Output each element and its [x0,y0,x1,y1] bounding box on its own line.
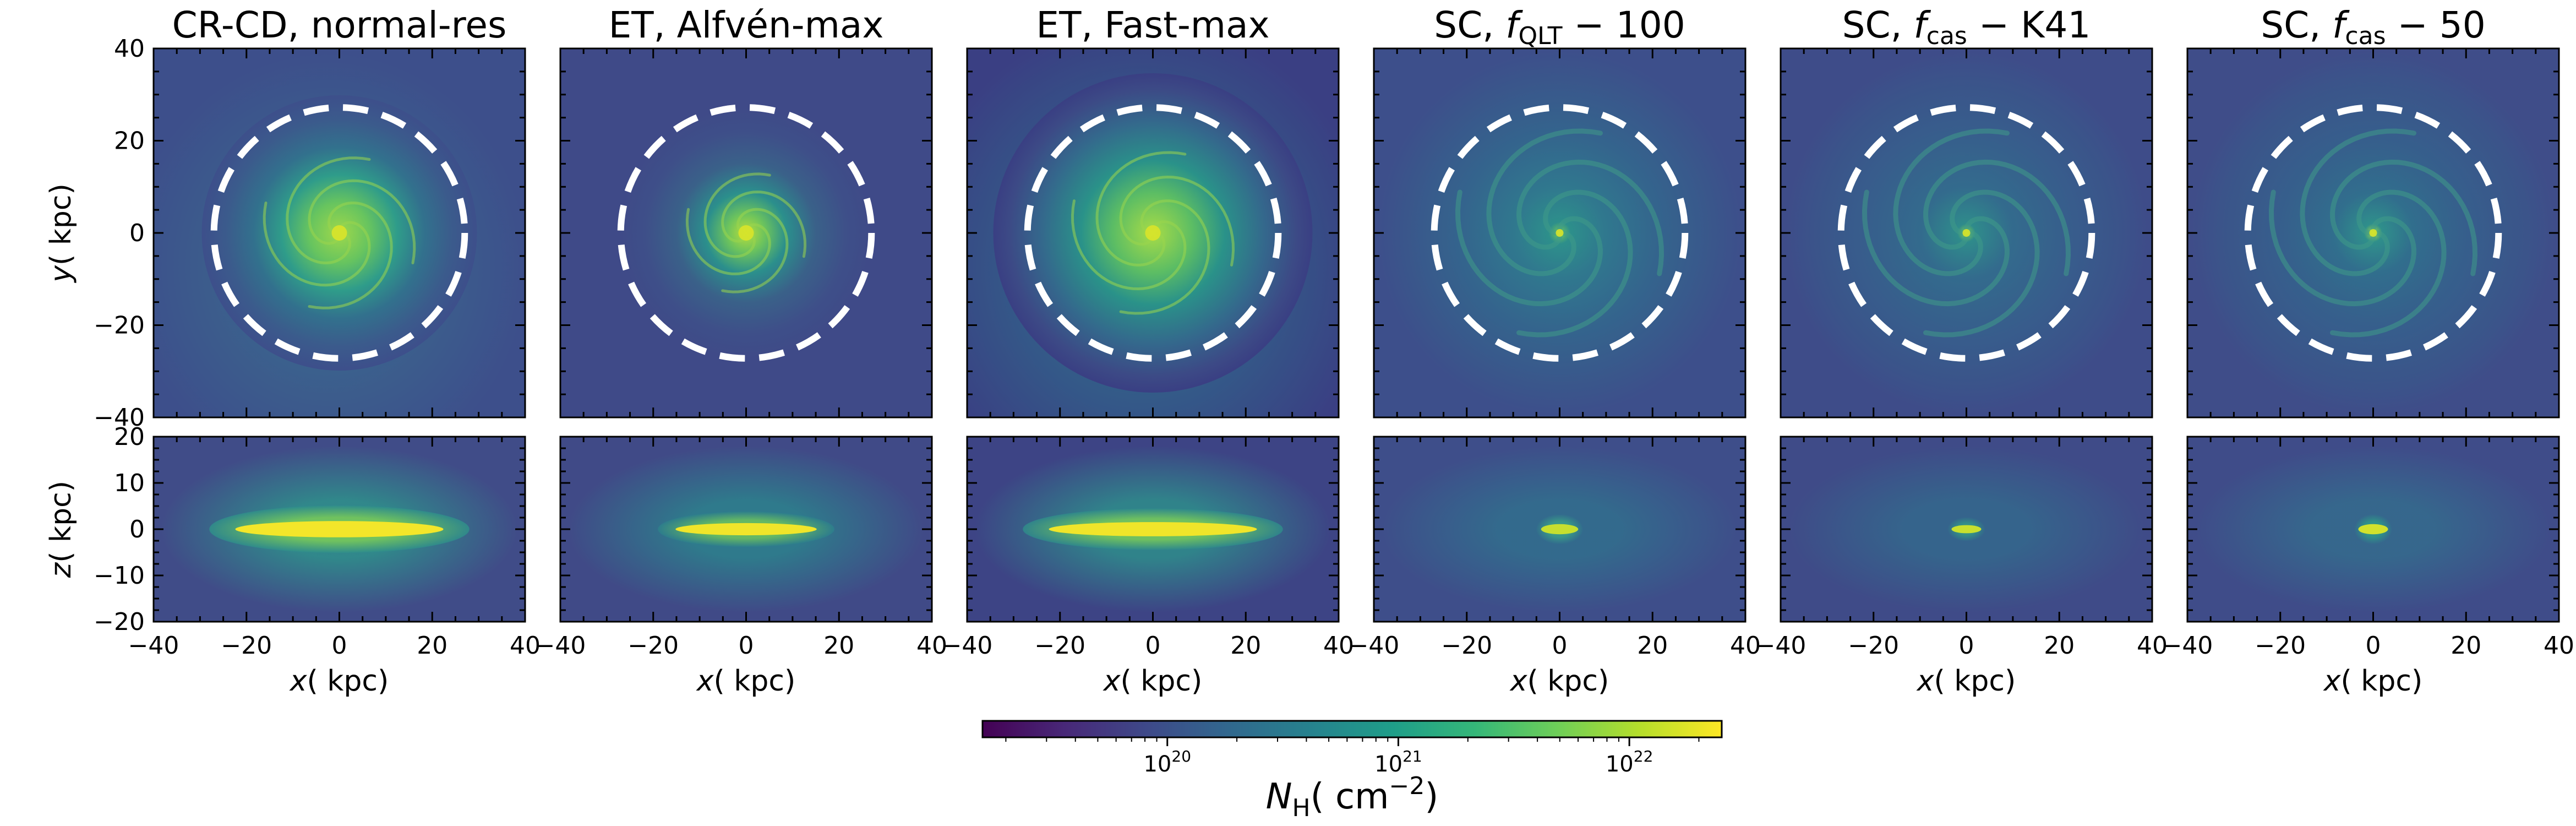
panels: −40 −20 0 20 40x( kpc)CR-CD, normal-res−40−2… [45,4,2574,698]
panel-title: SC, fQLT − 100 [1434,4,1685,50]
y-tick-label: 20 [114,127,145,155]
panel-3: −40 −20 0 20 40 x( kpc) ET, Fast-max [942,4,1354,698]
y-axis-label: y( kpc) [45,183,78,284]
ticks [966,47,1340,623]
panel-4: −40 −20 0 20 40 x( kpc) SC, fQLT − 100 [1349,4,1761,698]
colorbar-tick-label: 1020 [1143,747,1191,777]
z-tick-label: −10 [94,562,145,590]
panel-5: −40 −20 0 20 40 x( kpc) SC, fcas − K41 [1755,4,2168,698]
y-tick-label: −40 [94,404,145,432]
x-tick-label: −20 [221,632,272,660]
x-tick-label: −40 [535,632,586,660]
edge-on-map [1781,437,2152,622]
z-axis-label: z( kpc) [45,481,78,578]
radius-circle [1431,104,1689,362]
ticks [1780,47,2153,623]
x-tick-label: −40 [128,632,179,660]
panel-title: SC, fcas − K41 [1842,4,2091,50]
edge-on-map [967,437,1339,622]
x-tick-label: 40 [510,632,541,660]
face-on-map [560,48,932,417]
radius-circle [210,104,468,362]
edge-on-map [2187,437,2559,622]
edge-on-map [560,437,932,622]
face-on-map [1374,48,1745,417]
x-tick-label: 40 [2544,632,2574,660]
x-axis-label: x( kpc) [2323,665,2423,698]
face-on-map [154,48,525,417]
ticks [2186,47,2560,623]
ticks [152,47,526,623]
x-tick-label: 20 [1230,632,1261,660]
x-tick-label: 20 [1637,632,1668,660]
x-axis-label: x( kpc) [1916,665,2016,698]
x-tick-label: −20 [1441,632,1492,660]
panel-2: −40 −20 0 20 40 x( kpc) ET, Alfvén-max [535,4,947,698]
y-tick-label: 40 [114,35,145,63]
face-on-map [2187,48,2559,417]
ticks [559,47,933,623]
radius-circle [2244,104,2502,362]
x-tick-label: 0 [739,632,754,660]
x-axis-label: x( kpc) [1103,665,1203,698]
colorbar-tick-label: 1021 [1374,747,1422,777]
x-axis-label: x( kpc) [289,665,389,698]
x-tick-label: 0 [332,632,347,660]
face-on-map [967,48,1339,417]
x-tick-label: 40 [1323,632,1354,660]
x-tick-label: 0 [1552,632,1568,660]
x-tick-label: 0 [2366,632,2381,660]
x-tick-label: 40 [1730,632,1761,660]
x-tick-label: 20 [823,632,854,660]
edge-on-map [1374,437,1745,622]
x-tick-label: −20 [627,632,679,660]
x-tick-label: −20 [1034,632,1085,660]
panel-6: −40 −20 0 20 40 x( kpc) SC, fcas − 50 [2162,4,2574,698]
x-tick-label: −40 [1349,632,1400,660]
z-tick-label: −20 [94,608,145,636]
colorbar-tick-label: 1022 [1606,747,1653,777]
x-tick-label: −20 [2255,632,2306,660]
x-tick-label: −20 [1848,632,1899,660]
colorbar-label: NH( cm−2) [1266,772,1439,822]
x-tick-label: 20 [2044,632,2075,660]
panel-1: −40 −20 0 20 40x( kpc)CR-CD, normal-res−40−2… [45,4,541,698]
ticks [1373,47,1747,623]
face-on-map [1781,48,2152,417]
x-axis-label: x( kpc) [1509,665,1609,698]
panel-title: SC, fcas − 50 [2261,4,2486,50]
x-tick-label: 0 [1145,632,1161,660]
x-tick-label: 20 [417,632,447,660]
x-tick-label: 20 [2451,632,2481,660]
z-tick-label: 0 [129,515,145,544]
panel-title: ET, Alfvén-max [609,4,884,46]
z-tick-label: 10 [114,469,145,497]
colorbar-gradient [981,720,1723,738]
x-tick-label: 0 [1959,632,1974,660]
x-tick-label: 40 [2137,632,2168,660]
z-tick-label: 20 [114,423,145,451]
panel-title: CR-CD, normal-res [172,4,507,46]
x-tick-label: 40 [916,632,947,660]
y-tick-label: −20 [94,312,145,340]
panel-title: ET, Fast-max [1036,4,1269,46]
radius-circle [617,104,875,362]
x-axis-label: x( kpc) [696,665,796,698]
x-tick-label: −40 [942,632,993,660]
x-tick-label: −40 [1755,632,1807,660]
colorbar: 1020 1021 1022 NH( cm−2) [981,720,1723,822]
radius-circle [1024,104,1282,362]
x-tick-label: −40 [2162,632,2213,660]
radius-circle [1837,104,2095,362]
y-tick-label: 0 [129,219,145,247]
edge-on-map [154,437,525,622]
